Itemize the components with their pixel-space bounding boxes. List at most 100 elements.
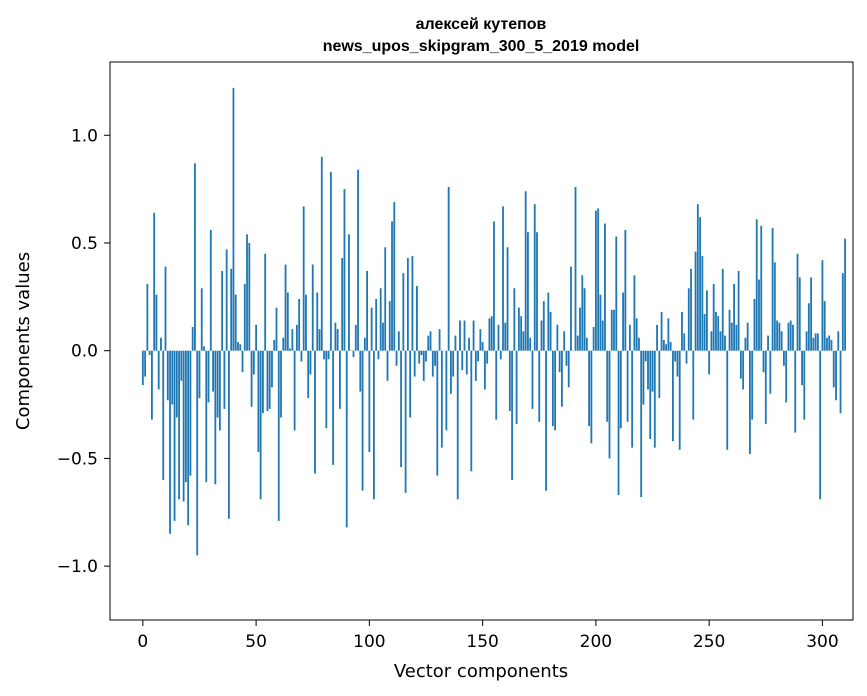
bar-284: [785, 350, 788, 403]
bar-48: [250, 350, 253, 407]
bar-196: [585, 337, 588, 351]
bar-45: [243, 283, 246, 351]
bar-165: [515, 350, 518, 424]
bar-188: [567, 350, 570, 388]
bar-240: [685, 350, 688, 364]
bar-98: [363, 337, 366, 351]
bar-124: [422, 350, 425, 381]
bar-116: [404, 350, 407, 493]
bar-61: [280, 350, 282, 418]
bar-233: [669, 342, 672, 351]
bar-251: [710, 331, 713, 351]
bar-56: [268, 350, 271, 409]
x-axis-ticks: 0 50 100 150 200 250 300: [137, 620, 839, 652]
bar-215: [628, 324, 631, 351]
bar-77: [316, 292, 319, 351]
bar-302: [826, 337, 828, 351]
bar-88: [341, 258, 344, 351]
bar-47: [248, 242, 251, 351]
bar-106: [382, 322, 384, 351]
bar-246: [699, 217, 701, 351]
bar-4: [151, 350, 153, 420]
bar-199: [592, 327, 595, 351]
chart-title-line-2: news_upos_skipgram_300_5_2019 model: [323, 38, 640, 55]
bar-42: [237, 342, 239, 351]
bar-65: [289, 348, 291, 351]
bar-194: [581, 275, 584, 351]
bar-31: [212, 350, 214, 392]
bar-273: [760, 225, 763, 351]
bar-125: [425, 350, 427, 362]
bar-52: [259, 350, 262, 500]
bar-298: [816, 333, 819, 351]
bar-187: [565, 350, 568, 366]
bar-8: [160, 337, 162, 351]
bar-157: [497, 324, 500, 351]
bar-7: [157, 350, 160, 390]
bar-150: [481, 342, 484, 351]
bar-299: [819, 350, 822, 500]
bar-58: [273, 339, 276, 351]
bar-231: [665, 344, 668, 351]
bar-38: [228, 350, 230, 519]
bar-239: [683, 333, 686, 351]
bar-60: [277, 350, 280, 521]
bar-222: [644, 350, 647, 362]
bar-307: [837, 331, 840, 351]
bar-252: [712, 283, 715, 351]
bar-301: [823, 301, 826, 351]
bar-256: [721, 268, 724, 351]
y-tick-label: 1.0: [71, 126, 98, 146]
bar-127: [429, 331, 432, 351]
bar-232: [667, 318, 670, 351]
bar-297: [814, 333, 817, 351]
bar-24: [196, 350, 199, 556]
bar-261: [733, 283, 735, 351]
bar-107: [384, 247, 387, 351]
bar-19: [184, 350, 187, 483]
bar-87: [339, 350, 341, 409]
bar-292: [803, 350, 806, 420]
bar-27: [203, 346, 205, 351]
bar-255: [719, 331, 722, 351]
bar-182: [554, 350, 557, 431]
bar-43: [239, 344, 242, 351]
bar-276: [767, 335, 769, 351]
bar-9: [162, 350, 165, 480]
plot-area-frame: [109, 61, 854, 621]
bar-237: [678, 350, 681, 450]
bar-203: [601, 320, 604, 351]
bar-263: [737, 270, 740, 351]
bar-89: [343, 189, 346, 351]
bar-243: [692, 350, 695, 420]
bar-172: [531, 350, 534, 409]
bar-149: [479, 329, 482, 351]
x-axis-label: Vector components: [394, 661, 568, 682]
bar-178: [545, 350, 547, 491]
bar-241: [687, 288, 690, 351]
bar-28: [205, 350, 208, 483]
bar-122: [418, 350, 421, 364]
chart-title-line-1: алексей кутепов: [416, 16, 547, 33]
bar-213: [624, 230, 627, 351]
y-axis-label: Components values: [13, 252, 34, 430]
bar-142: [463, 320, 466, 351]
bar-16: [178, 350, 180, 500]
bar-168: [522, 331, 525, 351]
bar-169: [524, 191, 527, 351]
bar-164: [513, 288, 516, 351]
bar-120: [413, 350, 416, 377]
bar-174: [536, 232, 538, 351]
bar-184: [558, 350, 561, 373]
bar-146: [472, 320, 475, 351]
bar-119: [411, 255, 414, 351]
bar-159: [502, 206, 504, 351]
bar-221: [642, 350, 645, 405]
bar-15: [175, 350, 178, 418]
bar-12: [169, 350, 171, 534]
bar-179: [547, 292, 550, 351]
bar-39: [230, 268, 233, 351]
bar-26: [200, 288, 203, 351]
bar-18: [182, 350, 185, 502]
bar-41: [234, 294, 237, 351]
